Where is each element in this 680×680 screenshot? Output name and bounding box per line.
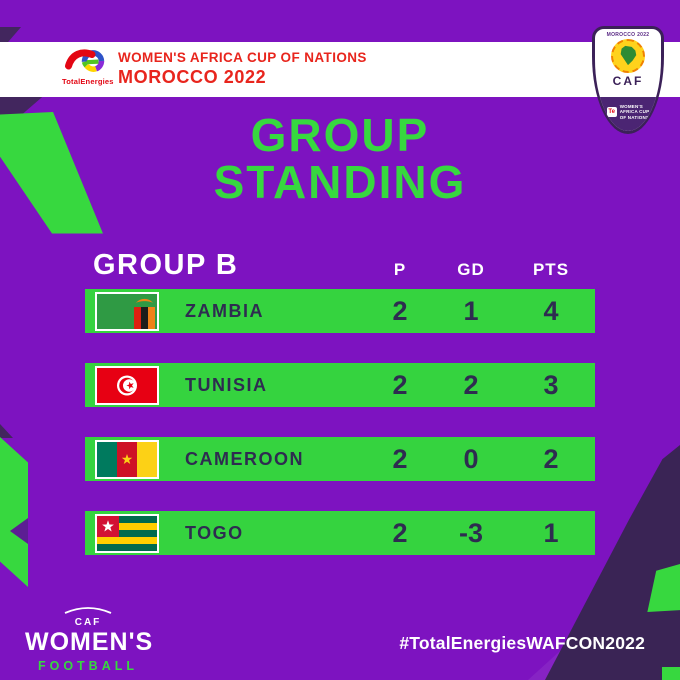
page-title: GROUP STANDING bbox=[0, 112, 680, 206]
competition-title: WOMEN'S AFRICA CUP OF NATIONS bbox=[118, 50, 367, 65]
footer-caf-label: CAF bbox=[74, 617, 102, 628]
column-header-goal-diff: GD bbox=[457, 260, 485, 279]
page-title-line2: STANDING bbox=[213, 156, 467, 208]
page-title-line1: GROUP bbox=[250, 109, 430, 161]
standings-table: GROUP B P GD PTS ZAMBIA 2 1 4 bbox=[85, 248, 595, 585]
banner-titles: WOMEN'S AFRICA CUP OF NATIONS MOROCCO 20… bbox=[118, 50, 367, 88]
cameroon-flag-icon bbox=[95, 439, 159, 479]
table-row: CAMEROON 2 0 2 bbox=[85, 437, 595, 481]
goal-diff-value: -3 bbox=[458, 517, 483, 548]
sponsor-banner: TotalEnergies WOMEN'S AFRICA CUP OF NATI… bbox=[0, 42, 680, 97]
chevron-decoration bbox=[0, 27, 22, 42]
footer-football-label: FOOTBALL bbox=[37, 659, 139, 673]
totalenergies-mark-icon bbox=[65, 49, 105, 72]
goal-diff-value: 2 bbox=[463, 369, 479, 400]
points-value: 3 bbox=[543, 369, 559, 400]
team-name: CAMEROON bbox=[185, 448, 304, 469]
badge-line2: AFRICA CUP bbox=[619, 109, 650, 115]
column-header-played: P bbox=[393, 260, 407, 279]
team-name: TOGO bbox=[185, 522, 244, 543]
table-row: TUNISIA 2 2 3 bbox=[85, 363, 595, 407]
played-value: 2 bbox=[392, 295, 408, 326]
team-name: TUNISIA bbox=[185, 374, 268, 395]
points-value: 1 bbox=[543, 517, 559, 548]
chevron-decoration bbox=[0, 424, 13, 438]
team-name: ZAMBIA bbox=[185, 300, 264, 321]
badge-org-label: CAF bbox=[612, 74, 644, 88]
chevron-decoration bbox=[662, 667, 680, 680]
hashtag: #TotalEnergiesWAFCON2022 bbox=[399, 633, 645, 653]
goal-diff-value: 1 bbox=[463, 295, 479, 326]
table-row: TOGO 2 -3 1 bbox=[85, 511, 595, 555]
sponsor-name: TotalEnergies bbox=[62, 77, 114, 86]
togo-flag-icon bbox=[95, 513, 159, 553]
points-value: 2 bbox=[543, 443, 559, 474]
zambia-flag-icon bbox=[95, 291, 159, 331]
goal-diff-value: 0 bbox=[463, 443, 479, 474]
totalenergies-logo-icon: TotalEnergies bbox=[62, 47, 114, 86]
chevron-decoration bbox=[0, 437, 28, 587]
tunisia-flag-icon bbox=[95, 365, 159, 405]
badge-line1: WOMEN'S bbox=[619, 103, 643, 109]
table-header: GROUP B P GD PTS bbox=[85, 248, 595, 282]
caf-tournament-badge-icon: MOROCCO 2022 CAF Te WOMEN'S AFRICA CUP O… bbox=[592, 26, 664, 134]
points-value: 4 bbox=[543, 295, 559, 326]
caf-arc-icon bbox=[64, 607, 112, 614]
table-row: ZAMBIA 2 1 4 bbox=[85, 289, 595, 333]
badge-sun-icon bbox=[611, 39, 645, 73]
group-label: GROUP B bbox=[93, 249, 239, 281]
column-header-points: PTS bbox=[532, 260, 570, 279]
footer-womens-label: WOMEN'S bbox=[25, 628, 154, 656]
badge-morocco-text: MOROCCO 2022 bbox=[606, 32, 650, 38]
badge-mini-sponsor-icon: Te bbox=[606, 107, 617, 117]
played-value: 2 bbox=[392, 517, 408, 548]
caf-womens-football-logo: CAF WOMEN'S FOOTBALL bbox=[25, 601, 154, 673]
africa-map-icon bbox=[620, 45, 637, 66]
badge-line3: OF NATIONS bbox=[619, 114, 650, 120]
played-value: 2 bbox=[392, 443, 408, 474]
edition-title: MOROCCO 2022 bbox=[118, 67, 267, 87]
played-value: 2 bbox=[392, 369, 408, 400]
